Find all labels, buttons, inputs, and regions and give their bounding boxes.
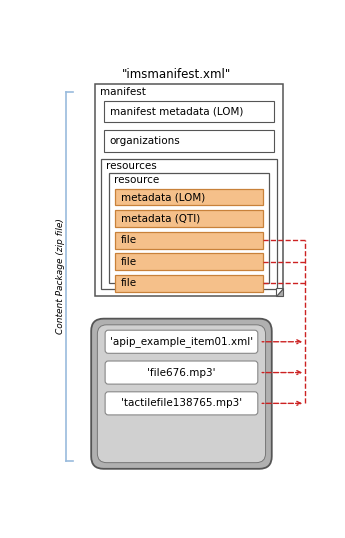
Text: "imsmanifest.xml": "imsmanifest.xml" xyxy=(122,68,231,81)
Bar xyxy=(101,159,277,289)
Text: file: file xyxy=(121,278,137,288)
Text: organizations: organizations xyxy=(110,136,180,146)
FancyBboxPatch shape xyxy=(91,318,272,469)
Bar xyxy=(109,173,269,283)
Bar xyxy=(104,130,274,152)
Text: 'apip_example_item01.xml': 'apip_example_item01.xml' xyxy=(109,336,253,347)
Text: metadata (QTI): metadata (QTI) xyxy=(121,214,200,224)
Text: 'file676.mp3': 'file676.mp3' xyxy=(147,367,215,378)
FancyBboxPatch shape xyxy=(105,392,258,415)
FancyBboxPatch shape xyxy=(105,361,258,384)
Text: file: file xyxy=(121,257,137,267)
Bar xyxy=(115,253,263,270)
Polygon shape xyxy=(276,288,283,295)
Bar xyxy=(115,210,263,227)
Bar xyxy=(104,101,274,122)
Bar xyxy=(115,232,263,249)
Text: manifest: manifest xyxy=(100,87,146,96)
Text: file: file xyxy=(121,235,137,245)
FancyBboxPatch shape xyxy=(97,325,266,463)
Polygon shape xyxy=(276,288,283,295)
FancyBboxPatch shape xyxy=(105,330,258,353)
Bar xyxy=(115,275,263,292)
Text: manifest metadata (LOM): manifest metadata (LOM) xyxy=(110,107,243,117)
Text: resources: resources xyxy=(106,161,157,171)
Bar xyxy=(95,84,283,295)
Text: metadata (LOM): metadata (LOM) xyxy=(121,192,205,202)
Text: 'tactilefile138765.mp3': 'tactilefile138765.mp3' xyxy=(120,398,242,408)
Text: resource: resource xyxy=(114,175,159,185)
Text: Content Package (zip file): Content Package (zip file) xyxy=(57,218,66,334)
Bar xyxy=(115,188,263,206)
